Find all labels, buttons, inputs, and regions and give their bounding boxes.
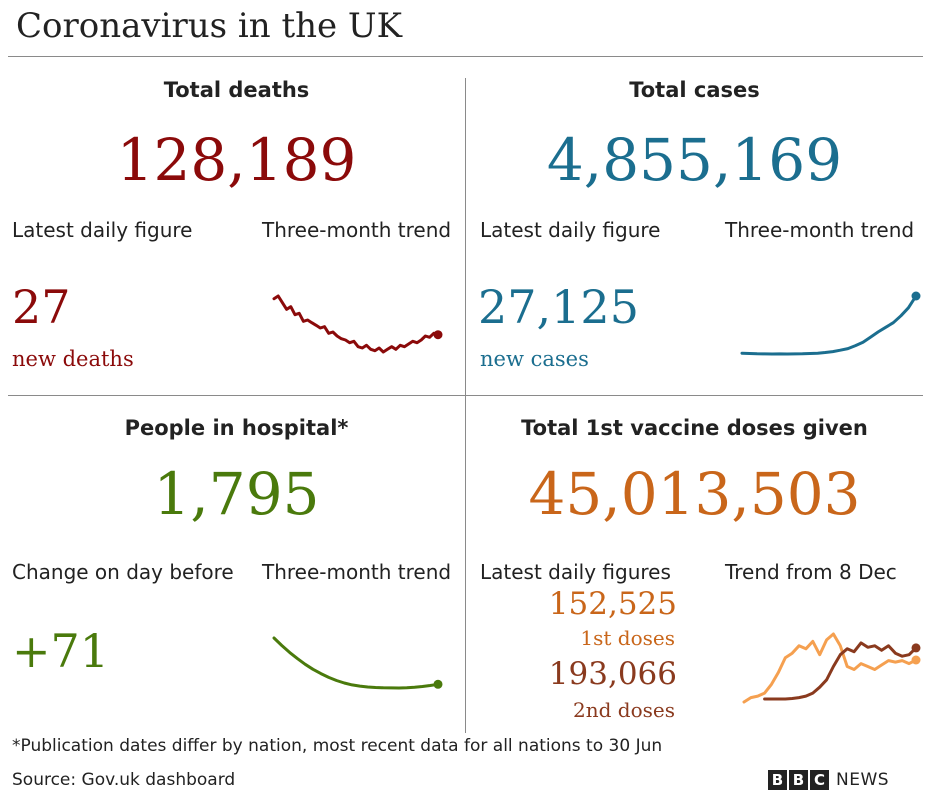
source-note: Source: Gov.uk dashboard [12,770,236,790]
page-title: Coronavirus in the UK [16,6,402,46]
hospital-trend-line-1 [272,636,440,690]
deaths-trend-label: Three-month trend [262,218,452,242]
horizontal-divider [8,395,923,396]
deaths-latest-unit: new deaths [12,347,134,371]
bbc-news-logo: B B C NEWS [768,769,889,791]
vaccine-second-value: 193,066 [548,656,677,692]
deaths-latest-label: Latest daily figure [12,218,193,242]
footnote: *Publication dates differ by nation, mos… [12,736,663,756]
vaccine-trend-end-point-1 [911,655,921,665]
bbc-logo-letter: B [768,770,787,790]
deaths-total: 128,189 [116,126,357,194]
bbc-logo-news: NEWS [836,770,890,790]
hospital-latest-label: Change on day before [12,560,234,584]
cases-total: 4,855,169 [546,126,843,194]
vaccine-trend-line-1 [742,632,918,704]
hospital-latest-value: +71 [12,624,110,678]
hospital-trend-label: Three-month trend [262,560,452,584]
deaths-trend-line-1 [272,294,440,354]
hospital-trend-end-point-1 [433,679,443,689]
vaccine-second-unit: 2nd doses [573,698,675,722]
hospital-trend-chart [272,636,443,690]
vaccine-latest-label: Latest daily figures [480,560,671,584]
cases-latest-label: Latest daily figure [480,218,661,242]
cases-trend-chart [740,291,921,356]
hospital-heading: People in hospital* [124,416,349,440]
cases-trend-line-1 [740,294,918,356]
vaccine-trend-chart [742,632,921,704]
hospital-total: 1,795 [153,460,320,528]
deaths-trend-chart [272,294,443,354]
vaccine-trend-line-2 [763,641,918,701]
cases-trend-label: Three-month trend [725,218,915,242]
bbc-logo-letter: C [810,770,829,790]
title-rule [8,56,923,57]
vaccine-first-value: 152,525 [548,586,677,622]
vaccine-trend-label: Trend from 8 Dec [725,560,897,584]
cases-latest-unit: new cases [480,347,589,371]
cases-latest-value: 27,125 [478,280,639,334]
vaccine-heading: Total 1st vaccine doses given [521,416,868,440]
vaccine-first-unit: 1st doses [580,626,675,650]
deaths-heading: Total deaths [163,78,310,102]
vertical-divider [465,78,466,733]
cases-trend-end-point-1 [911,291,921,301]
cases-heading: Total cases [629,78,760,102]
deaths-latest-value: 27 [12,280,71,334]
bbc-logo-letter: B [789,770,808,790]
deaths-trend-end-point-1 [433,330,443,340]
vaccine-total: 45,013,503 [528,460,861,528]
vaccine-trend-end-point-2 [911,643,921,653]
